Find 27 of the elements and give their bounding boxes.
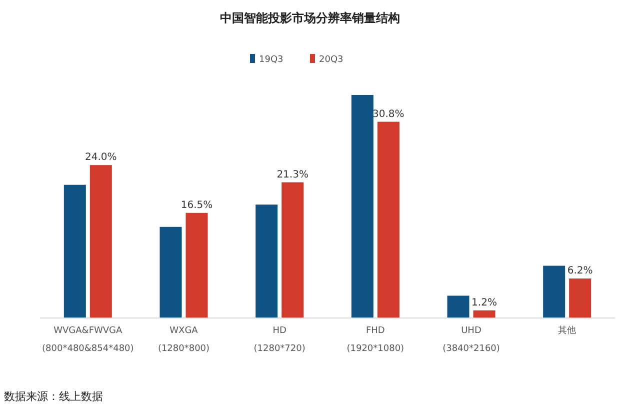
bar [282,182,304,318]
x-tick-label: WVGA&FWVGA (800*480&854*480) [42,326,134,354]
data-label: 6.2% [567,265,593,276]
bar [64,184,86,318]
data-label: 24.0% [85,152,117,164]
x-tick-label: UHD (3840*2160) [442,326,500,354]
bar [351,95,374,318]
bar [160,226,182,318]
x-tick-label: 其他 [558,325,576,336]
bar [473,310,496,318]
bar [256,204,278,318]
bar [447,296,470,318]
x-tick-label: FHD (1920*1080) [346,326,404,354]
bar [186,212,208,318]
source-note: 数据来源：线上数据 [4,390,103,403]
bar [543,266,566,318]
chart-title: 中国智能投影市场分辨率销量结构 [220,11,400,25]
bar [569,278,592,318]
x-tick-label: WXGA (1280*800) [158,326,210,354]
legend-label: 19Q3 [259,55,284,65]
data-label: 1.2% [472,297,497,308]
legend-label: 20Q3 [319,55,344,65]
x-tick-label: HD (1280*720) [254,326,306,354]
data-label: 21.3% [276,169,308,180]
data-label: 16.5% [180,200,213,211]
bar [90,165,112,318]
bar [377,122,400,318]
